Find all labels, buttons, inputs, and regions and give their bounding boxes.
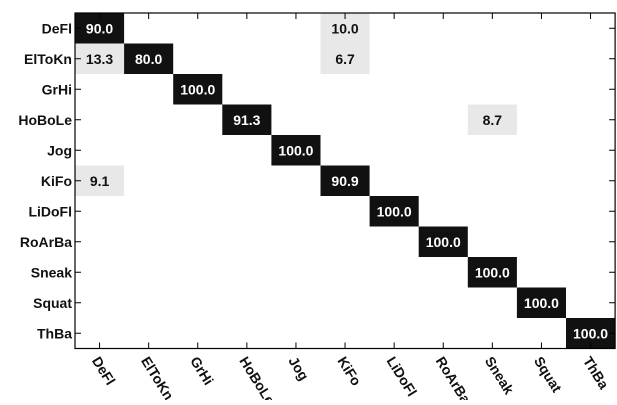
y-tick-label-lidofl: LiDoFl <box>28 203 72 219</box>
x-tick-label-defl: DeFl <box>89 354 119 388</box>
y-tick-label-thba: ThBa <box>37 325 72 341</box>
cell-label: 9.1 <box>90 173 110 189</box>
x-tick-label-squat: Squat <box>531 354 565 396</box>
cell-grhi-grhi <box>173 74 223 105</box>
cell-hobole-hobole <box>222 104 272 135</box>
y-tick-label-grhi: GrHi <box>42 81 72 97</box>
cell-jog-jog <box>271 135 321 166</box>
cell-label: 91.3 <box>233 112 260 128</box>
cell-kifo-defl <box>75 165 125 196</box>
y-tick-label-kifo: KiFo <box>41 173 72 189</box>
cell-sneak-sneak <box>467 257 517 288</box>
cell-labels-layer: 90.0 10.0 13.3 80.0 6.7 100.0 91.3 8.7 100.0 9.1 9… <box>86 20 608 341</box>
cell-label: 6.7 <box>335 51 355 67</box>
cell-kifo-kifo <box>320 165 370 196</box>
cell-eltokn-eltokn <box>124 43 174 74</box>
x-tick-label-thba: ThBa <box>580 354 612 392</box>
x-tick-label-eltokn: ElToKn <box>138 354 177 400</box>
cell-label: 10.0 <box>331 20 358 36</box>
y-tick-label-eltokn: ElToKn <box>24 51 72 67</box>
cell-roarba-roarba <box>418 226 468 257</box>
cell-label: 100.0 <box>377 203 412 219</box>
cell-hobole-sneak <box>467 104 517 135</box>
cell-label: 90.9 <box>331 173 358 189</box>
cell-squat-squat <box>516 287 566 318</box>
cell-label: 90.0 <box>86 20 113 36</box>
cell-label: 100.0 <box>524 295 559 311</box>
x-tick-label-hobole: HoBoLe <box>236 354 278 400</box>
y-tick-label-roarba: RoArBa <box>20 234 72 250</box>
x-tick-label-grhi: GrHi <box>187 354 217 388</box>
y-tick-label-sneak: Sneak <box>31 264 72 280</box>
y-tick-labels: DeFl ElToKn GrHi HoBoLe Jog KiFo LiDoFl RoArBa S… <box>18 20 72 341</box>
ticks-layer <box>75 13 616 349</box>
x-tick-label-sneak: Sneak <box>482 354 518 398</box>
cell-label: 100.0 <box>180 81 215 97</box>
cell-eltokn-kifo <box>320 43 370 74</box>
y-tick-label-squat: Squat <box>33 295 72 311</box>
cell-eltokn-defl <box>75 43 125 74</box>
cell-label: 13.3 <box>86 51 113 67</box>
cell-label: 100.0 <box>475 264 510 280</box>
y-tick-label-hobole: HoBoLe <box>18 112 72 128</box>
cell-label: 100.0 <box>426 234 461 250</box>
cell-label: 100.0 <box>573 325 608 341</box>
x-tick-label-kifo: KiFo <box>335 354 365 389</box>
x-tick-label-lidofl: LiDoFl <box>384 354 421 399</box>
cell-label: 80.0 <box>135 51 162 67</box>
cell-label: 100.0 <box>278 142 313 158</box>
cell-lidofl-lidofl <box>369 196 419 227</box>
y-tick-label-jog: Jog <box>47 142 72 158</box>
cell-label: 8.7 <box>483 112 503 128</box>
x-tick-label-roarba: RoArBa <box>433 354 474 400</box>
x-tick-labels: DeFl ElToKn GrHi HoBoLe Jog KiFo LiDoFl RoArBa S… <box>89 354 612 405</box>
x-tick-label-jog: Jog <box>285 354 312 384</box>
y-tick-label-defl: DeFl <box>42 20 72 36</box>
